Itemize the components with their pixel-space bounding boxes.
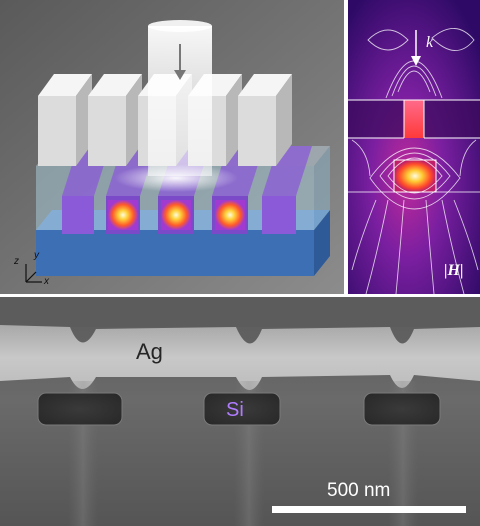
sem-image-drawing <box>0 297 480 526</box>
field-map-drawing <box>348 0 480 294</box>
field-contours <box>351 28 479 294</box>
scale-bar <box>272 506 466 513</box>
substrate-side <box>314 210 330 276</box>
schematic-panel: x y z <box>0 0 344 294</box>
slit-field <box>404 100 424 138</box>
hot-spot <box>161 200 191 230</box>
axis-label-z: z <box>14 256 19 267</box>
si-core <box>203 392 281 426</box>
hot-spot <box>108 200 138 230</box>
ag-layer <box>0 325 480 390</box>
wavevector-label: k <box>426 34 434 51</box>
cladding-side <box>314 146 330 230</box>
si-label: Si <box>226 399 244 421</box>
schematic-drawing <box>0 0 344 294</box>
scale-bar-label: 500 nm <box>327 480 391 501</box>
substrate-front <box>36 230 314 276</box>
axis-icon <box>25 264 42 283</box>
field-map-panel: k |H| <box>348 0 480 294</box>
ag-label: Ag <box>136 339 163 364</box>
axis-label-y: y <box>34 250 39 261</box>
core-outline <box>393 159 437 193</box>
si-core <box>363 392 441 426</box>
axis-label-x: x <box>44 276 49 287</box>
field-label: |H| <box>444 262 464 279</box>
metal-layer-left <box>348 100 404 138</box>
sem-image-panel: Ag Si 500 nm <box>0 297 480 526</box>
hot-spot <box>215 200 245 230</box>
metal-layer-right <box>424 100 480 138</box>
si-core <box>37 392 123 426</box>
